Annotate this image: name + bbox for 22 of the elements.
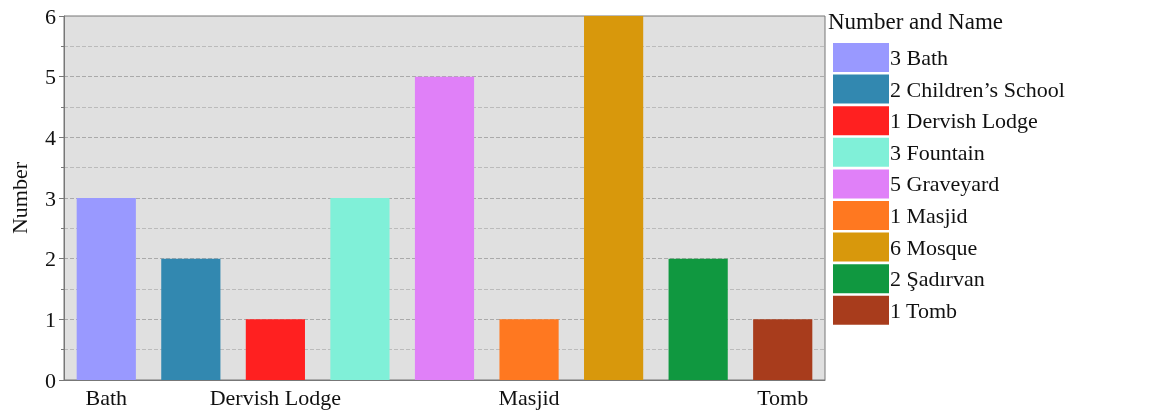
y-tick-label: 1 (45, 306, 56, 332)
x-tick-label: Masjid (498, 384, 560, 410)
legend-label: 5 Graveyard (890, 171, 1000, 197)
legend-label: 3 Bath (890, 45, 949, 70)
y-tick-label: 3 (45, 185, 56, 211)
legend-label: 3 Fountain (890, 139, 985, 165)
legend-label: 1 Masjid (890, 203, 968, 228)
legend-title: Number and Name (828, 9, 1003, 34)
y-tick-label: 4 (45, 124, 56, 150)
x-tick-label: Bath (85, 384, 128, 410)
legend-label: 2 Children’s School (890, 76, 1065, 102)
x-tick-label: Tomb (757, 384, 809, 410)
y-tick-label: 6 (45, 3, 56, 29)
y-tick-label: 2 (45, 246, 56, 272)
y-tick-label: 5 (45, 64, 56, 90)
legend-label: 6 Mosque (890, 234, 978, 260)
legend-label: 1 Tomb (890, 297, 958, 323)
legend-label: 1 Dervish Lodge (890, 108, 1038, 134)
legend-label: 2 Şadırvan (890, 266, 985, 292)
x-tick-label: Dervish Lodge (209, 384, 342, 410)
y-axis-title: Number (6, 161, 32, 235)
y-tick-label: 0 (45, 367, 56, 393)
